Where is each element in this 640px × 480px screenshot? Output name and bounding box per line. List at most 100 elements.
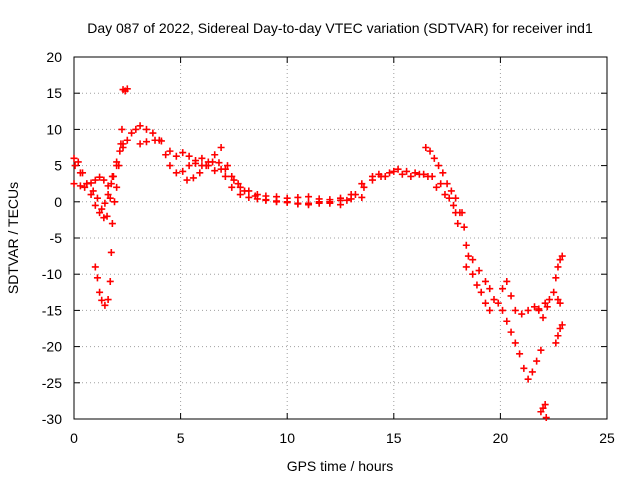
data-point — [273, 197, 281, 205]
data-point — [481, 277, 489, 285]
data-point — [211, 167, 219, 175]
data-point — [106, 277, 114, 285]
data-point — [558, 252, 566, 260]
series-trace-i — [351, 165, 462, 228]
data-point — [221, 172, 229, 180]
series-trace-r — [535, 303, 551, 322]
data-point — [398, 170, 406, 178]
data-point — [556, 256, 564, 264]
data-point — [192, 159, 200, 167]
plot-frame — [73, 56, 608, 420]
data-point — [74, 158, 82, 166]
data-point — [477, 288, 485, 296]
data-point — [430, 154, 438, 162]
data-point — [537, 346, 545, 354]
data-point — [441, 191, 449, 199]
data-point — [528, 368, 536, 376]
y-tick-label: 5 — [54, 158, 62, 174]
data-point — [89, 187, 97, 195]
data-point — [76, 182, 84, 190]
data-point — [202, 162, 210, 170]
data-point — [422, 144, 430, 151]
data-point — [518, 310, 526, 318]
data-point — [368, 176, 376, 184]
y-axis-label: SDTVAR / TECUs — [5, 182, 21, 294]
data-point — [460, 223, 468, 231]
data-point — [305, 201, 313, 209]
data-point — [136, 122, 144, 130]
data-point — [426, 147, 434, 155]
data-point — [294, 193, 302, 201]
data-point — [552, 274, 560, 282]
data-point — [447, 187, 455, 195]
data-point — [424, 172, 432, 180]
data-point — [550, 288, 558, 296]
data-point — [142, 138, 150, 146]
data-point — [198, 154, 206, 162]
data-point — [215, 159, 223, 167]
data-point — [556, 325, 564, 332]
data-point — [115, 162, 123, 170]
series-trace-f — [119, 122, 383, 207]
data-point — [486, 306, 494, 314]
data-point — [104, 296, 112, 304]
y-tick-label: 15 — [46, 85, 62, 101]
series-trace-e — [119, 85, 131, 95]
data-point — [469, 256, 477, 264]
data-point — [123, 85, 131, 93]
data-point — [516, 350, 524, 358]
data-point — [224, 162, 232, 170]
series-trace-q — [552, 252, 566, 282]
data-point — [454, 220, 462, 228]
series-trace-m — [499, 306, 545, 383]
data-point — [185, 152, 193, 160]
data-point — [107, 180, 115, 188]
data-point — [241, 187, 249, 195]
data-point — [211, 151, 219, 159]
series-trace-n — [537, 401, 550, 422]
data-point — [162, 151, 170, 159]
data-point — [411, 169, 419, 177]
data-point — [539, 404, 547, 412]
data-point — [469, 270, 477, 278]
data-point — [439, 169, 447, 177]
data-point — [542, 414, 550, 422]
data-point — [91, 176, 99, 184]
data-point — [403, 167, 411, 175]
data-point — [100, 214, 108, 222]
series-trace-k — [422, 144, 494, 314]
data-point — [462, 263, 470, 271]
data-point — [347, 195, 355, 203]
data-point — [103, 212, 111, 220]
data-point — [123, 136, 131, 144]
data-point — [96, 173, 104, 181]
data-point — [543, 303, 551, 311]
data-point — [87, 191, 95, 199]
data-point — [128, 129, 136, 137]
data-point — [545, 296, 553, 304]
data-point — [119, 144, 127, 151]
data-point — [236, 183, 244, 191]
y-tick-label: -15 — [42, 302, 62, 318]
data-point — [499, 306, 507, 314]
data-point — [104, 191, 112, 199]
data-point — [196, 169, 204, 177]
data-point — [132, 125, 140, 133]
data-point — [179, 149, 187, 157]
data-point — [432, 183, 440, 191]
data-point — [101, 199, 109, 207]
data-point — [179, 167, 187, 175]
series-trace-h — [183, 158, 366, 209]
data-point — [358, 180, 366, 188]
data-point — [449, 201, 457, 209]
data-point — [136, 140, 144, 148]
data-point — [386, 169, 394, 177]
data-point — [118, 125, 126, 133]
data-point — [456, 209, 464, 217]
x-tick-label: 25 — [599, 430, 615, 446]
data-point — [96, 209, 104, 217]
series-trace-p — [552, 321, 566, 347]
data-point — [245, 193, 253, 201]
y-tick-label: -30 — [42, 411, 62, 427]
data-point — [117, 140, 125, 148]
